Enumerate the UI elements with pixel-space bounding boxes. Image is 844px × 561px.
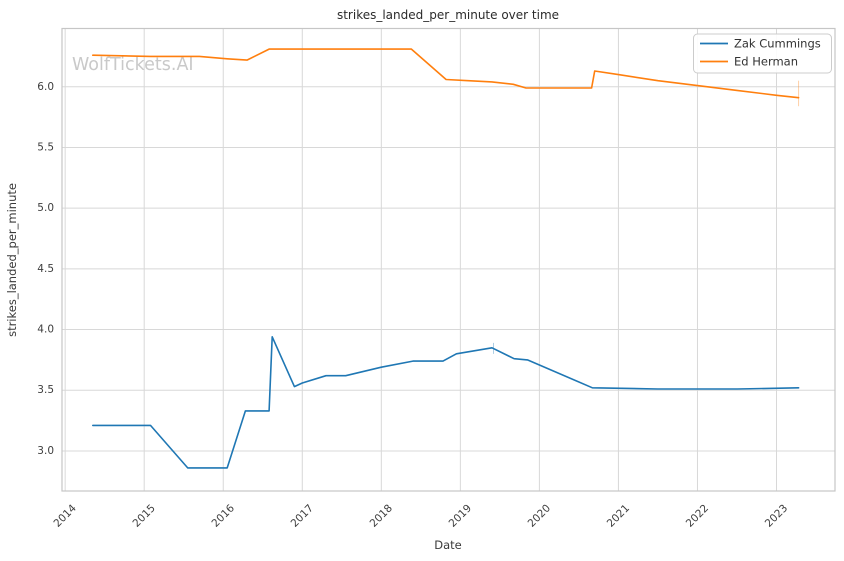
y-tick-label: 5.0 xyxy=(37,202,54,214)
y-tick-labels: 3.0 3.5 4.0 4.5 5.0 5.5 6.0 xyxy=(37,81,54,457)
chart-title: strikes_landed_per_minute over time xyxy=(337,8,559,22)
legend: Zak Cummings Ed Herman xyxy=(693,33,832,74)
gridlines xyxy=(62,28,835,491)
legend-label-zak-cummings: Zak Cummings xyxy=(734,37,821,51)
data-series xyxy=(92,48,800,469)
y-tick-label: 4.0 xyxy=(37,324,54,336)
legend-label-ed-herman: Ed Herman xyxy=(734,55,798,69)
y-tick-label: 5.5 xyxy=(37,141,54,153)
y-tick-label: 6.0 xyxy=(37,81,54,93)
y-axis-label: strikes_landed_per_minute xyxy=(5,183,19,337)
y-tick-label: 3.0 xyxy=(37,445,54,457)
x-tick-labels: 2014 2015 2016 2017 2018 2019 2020 2021 2022 2023 xyxy=(51,502,790,530)
plot-border xyxy=(61,27,836,492)
series-line-ed-herman xyxy=(92,48,800,99)
x-axis-label: Date xyxy=(434,538,462,552)
y-tick-label: 4.5 xyxy=(37,263,54,275)
series-line-zak-cummings xyxy=(92,335,800,469)
y-tick-label: 3.5 xyxy=(37,384,54,396)
watermark-text: WolfTickets.AI xyxy=(72,55,194,75)
